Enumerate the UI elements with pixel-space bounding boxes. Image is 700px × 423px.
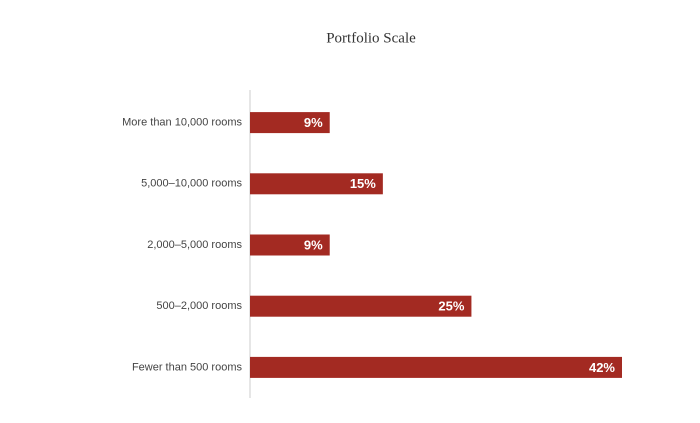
y-tick-label: 2,000–5,000 rooms	[147, 239, 242, 251]
y-tick-label: 5,000–10,000 rooms	[141, 178, 242, 190]
value-label: 9%	[304, 237, 323, 252]
y-tick-label: Fewer than 500 rooms	[132, 361, 243, 373]
bar	[250, 112, 330, 134]
y-tick-label: More than 10,000 rooms	[122, 117, 242, 129]
bar	[250, 295, 472, 317]
value-label: 42%	[589, 360, 615, 375]
value-label: 9%	[304, 115, 323, 130]
bar	[250, 173, 383, 195]
value-label: 25%	[438, 299, 464, 314]
bar	[250, 234, 330, 256]
y-tick-label: 500–2,000 rooms	[156, 300, 242, 312]
value-label: 15%	[350, 176, 376, 191]
bar	[250, 356, 622, 378]
chart-title: Portfolio Scale	[326, 30, 416, 46]
